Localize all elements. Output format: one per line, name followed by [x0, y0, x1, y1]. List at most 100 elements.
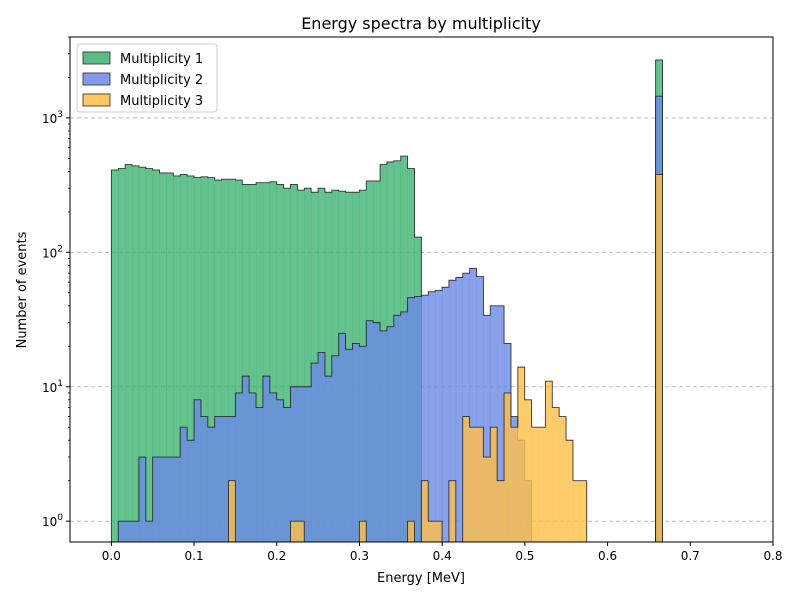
- histogram-bar: [538, 427, 546, 542]
- histogram-bar: [338, 333, 346, 542]
- histogram-bar: [200, 176, 209, 542]
- histogram-bar: [276, 184, 284, 542]
- legend-box: [76, 43, 218, 113]
- histogram-bar: [228, 416, 236, 542]
- histogram-bar: [476, 276, 484, 542]
- bars-layer: [110, 59, 663, 543]
- histogram-bar: [400, 311, 408, 542]
- legend-swatch: [82, 93, 111, 107]
- x-tick-label: 0.3: [350, 549, 369, 563]
- histogram-bar: [448, 280, 457, 542]
- x-axis: 0.0 0.1 0.2 0.3 0.4 0.5 0.6 0.7 0.8: [102, 542, 783, 563]
- histogram-bar: [276, 399, 284, 542]
- histogram-bar: [145, 168, 153, 542]
- histogram-bar: [132, 521, 140, 542]
- histogram-bar: [304, 386, 312, 542]
- histogram-bar: [187, 175, 195, 542]
- legend: Multiplicity 1 Multiplicity 2 Multiplicity…: [76, 43, 218, 113]
- histogram-bar: [221, 416, 229, 542]
- histogram-bar: [242, 376, 250, 542]
- plot-frame: [69, 36, 774, 543]
- histogram-bar: [228, 179, 236, 543]
- histogram-bar: [125, 521, 133, 542]
- histogram-bar: [655, 174, 663, 543]
- histogram-bar: [180, 427, 188, 542]
- x-tick-label: 0.5: [515, 549, 534, 563]
- histogram-bar: [352, 343, 360, 542]
- histogram-bar: [187, 440, 195, 542]
- histogram-bar: [262, 376, 271, 542]
- histogram-bar: [359, 346, 367, 542]
- histogram-bar: [455, 277, 464, 542]
- histogram-bar: [483, 315, 491, 542]
- x-axis-label: Energy [MeV]: [377, 571, 465, 586]
- histogram-bar: [393, 315, 402, 542]
- x-tick-label: 0.7: [681, 549, 700, 563]
- histogram-bar: [159, 457, 167, 542]
- histogram-bar: [407, 521, 415, 542]
- histogram-bar: [421, 295, 429, 542]
- y-tick-label: 100: [42, 513, 63, 529]
- histogram-bar: [283, 188, 291, 542]
- histogram-bar: [138, 167, 147, 542]
- histogram-bar: [407, 297, 415, 542]
- histogram-bar: [380, 330, 388, 542]
- histogram-bar: [324, 376, 333, 542]
- legend-label: Multiplicity 2: [120, 73, 203, 88]
- series-3: [111, 173, 663, 543]
- histogram-bar: [462, 273, 470, 542]
- histogram-bar: [490, 305, 498, 542]
- x-tick-label: 0.1: [185, 549, 204, 563]
- y-axis-label: Number of events: [15, 231, 30, 348]
- histogram-bar: [249, 392, 257, 542]
- histogram-bar: [386, 326, 395, 542]
- histogram-bar: [262, 182, 271, 542]
- histogram-bar: [497, 305, 505, 542]
- histogram-bar: [414, 296, 422, 542]
- histogram-bar: [235, 392, 243, 542]
- histogram-bar: [572, 480, 581, 542]
- legend-label: Multiplicity 3: [120, 94, 203, 109]
- histogram-bar: [421, 480, 429, 542]
- histogram-bar: [531, 427, 539, 542]
- x-tick-label: 0.2: [267, 549, 286, 563]
- histogram-bar: [221, 179, 229, 543]
- histogram-bar: [269, 181, 277, 542]
- y-tick-label: 103: [42, 110, 63, 126]
- histogram-bar: [242, 184, 250, 542]
- histogram-bar: [462, 416, 470, 542]
- histogram-bar: [469, 427, 477, 542]
- histogram-bar: [159, 172, 167, 542]
- histogram-bar: [524, 399, 532, 542]
- histogram-bar: [504, 392, 512, 542]
- histogram-bar: [366, 320, 374, 542]
- histogram-bar: [331, 355, 340, 542]
- histogram-bar: [290, 386, 298, 542]
- histogram-bar: [118, 168, 126, 542]
- histogram-bar: [290, 184, 298, 542]
- histogram-bar: [442, 287, 450, 542]
- y-tick-label: 102: [42, 244, 63, 260]
- x-tick-label: 0.8: [763, 549, 782, 563]
- histogram-bar: [545, 381, 553, 542]
- histogram-bar: [497, 480, 505, 542]
- histogram-bar: [435, 290, 443, 542]
- histogram-bar: [200, 416, 209, 542]
- chart-title: Energy spectra by multiplicity: [301, 14, 541, 33]
- histogram-bar: [428, 291, 436, 542]
- histogram-bar: [297, 521, 305, 542]
- histogram-bar: [194, 399, 202, 542]
- histogram-bar: [173, 175, 181, 542]
- histogram-bar: [118, 521, 126, 542]
- legend-label: Multiplicity 1: [120, 52, 203, 67]
- histogram-bar: [448, 480, 457, 542]
- histogram-bar: [132, 165, 140, 543]
- histogram-bar: [256, 182, 264, 542]
- histogram-bar: [297, 190, 305, 543]
- histogram-bar: [324, 192, 333, 542]
- histogram-bar: [510, 427, 519, 542]
- y-axis: 100 101 102 103: [42, 36, 70, 529]
- histogram-bar: [152, 457, 160, 542]
- histogram-bar: [125, 164, 133, 542]
